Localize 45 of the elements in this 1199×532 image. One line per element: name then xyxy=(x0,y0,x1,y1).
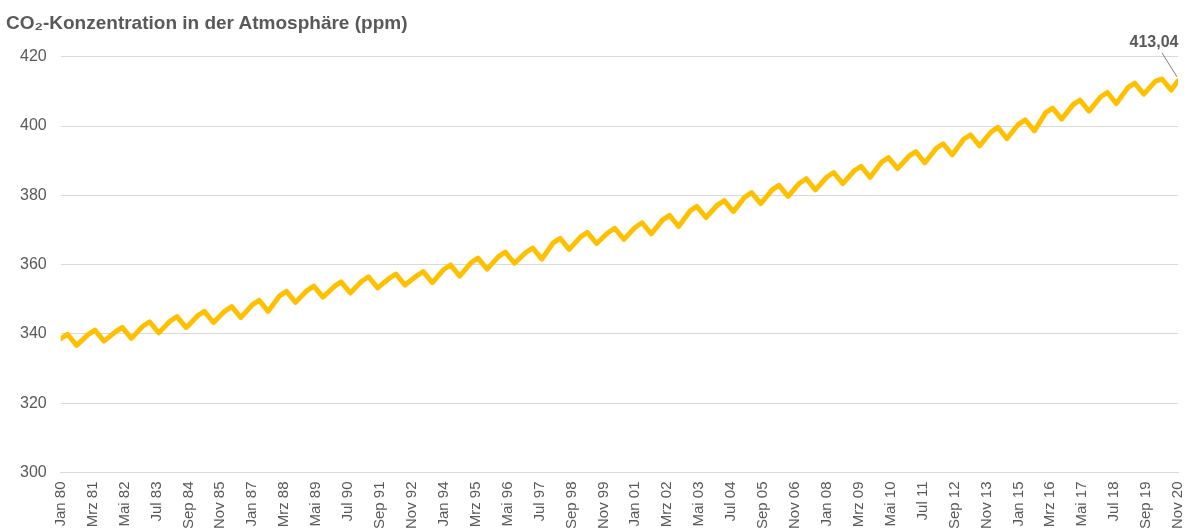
x-tick-label: Mrz 02 xyxy=(657,481,675,528)
x-tick-label: Nov 06 xyxy=(785,481,803,529)
x-tick-label: Jan 80 xyxy=(50,481,68,527)
chart-title: CO₂-Konzentration in der Atmosphäre (ppm) xyxy=(6,11,408,33)
x-tick-label: Jul 18 xyxy=(1104,481,1122,522)
x-tick-label: Jul 97 xyxy=(529,481,547,522)
y-tick-label: 320 xyxy=(19,393,47,411)
x-tick-label: Mai 17 xyxy=(1072,481,1090,527)
x-tick-label: Jan 87 xyxy=(242,481,260,527)
x-tick-label: Nov 85 xyxy=(210,481,228,529)
x-tick-label: Jan 15 xyxy=(1008,481,1026,527)
x-tick-label: Nov 92 xyxy=(401,481,419,529)
x-tick-label: Mai 10 xyxy=(880,481,898,527)
y-tick-label: 400 xyxy=(19,116,47,134)
x-tick-label: Mrz 16 xyxy=(1040,481,1058,528)
y-tick-label: 380 xyxy=(19,185,47,203)
x-tick-label: Nov 20 xyxy=(1168,481,1186,529)
x-tick-label: Nov 99 xyxy=(593,481,611,529)
x-tick-label: Mrz 88 xyxy=(274,481,292,528)
x-tick-label: Jul 04 xyxy=(721,481,739,522)
x-tick-label: Sep 98 xyxy=(561,481,579,530)
x-tick-label: Mai 96 xyxy=(497,481,515,527)
x-tick-label: Jan 08 xyxy=(816,481,834,527)
y-tick-label: 360 xyxy=(19,255,47,273)
x-tick-label: Mrz 09 xyxy=(848,481,866,528)
x-tick-label: Sep 84 xyxy=(178,481,196,530)
annotation: 413,04 xyxy=(1129,33,1179,51)
x-tick-label: Mai 82 xyxy=(114,481,132,527)
x-tick-label: Mai 89 xyxy=(306,481,324,527)
x-tick-label: Jan 94 xyxy=(433,481,451,527)
x-tick-label: Mai 03 xyxy=(689,481,707,527)
y-tick-label: 300 xyxy=(19,462,47,480)
y-tick-label: 420 xyxy=(19,47,47,65)
x-tick-label: Jul 83 xyxy=(146,481,164,522)
x-tick-label: Sep 05 xyxy=(753,481,771,530)
x-tick-label: Jan 01 xyxy=(625,481,643,527)
x-tick-label: Mrz 95 xyxy=(465,481,483,528)
x-tick-label: Sep 19 xyxy=(1136,481,1154,530)
x-tick-label: Nov 13 xyxy=(976,481,994,529)
y-tick-label: 340 xyxy=(19,324,47,342)
x-tick-label: Sep 12 xyxy=(944,481,962,530)
x-tick-label: Jul 11 xyxy=(912,481,930,521)
x-tick-label: Jul 90 xyxy=(338,481,356,522)
x-tick-label: Sep 91 xyxy=(370,481,388,530)
x-tick-label: Mrz 81 xyxy=(82,481,100,528)
